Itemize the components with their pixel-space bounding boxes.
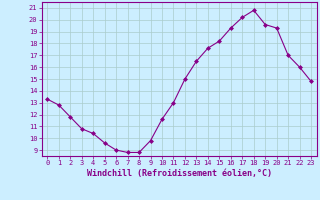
X-axis label: Windchill (Refroidissement éolien,°C): Windchill (Refroidissement éolien,°C) (87, 169, 272, 178)
